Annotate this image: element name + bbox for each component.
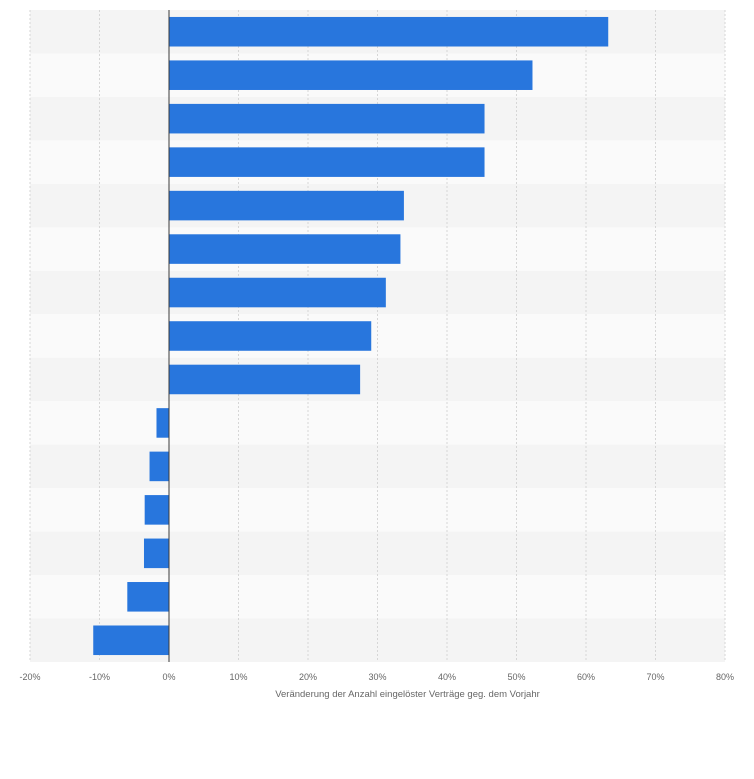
x-axis-title: Veränderung der Anzahl eingelöster Vertr… bbox=[275, 689, 540, 700]
bar[interactable] bbox=[169, 103, 485, 134]
bar[interactable] bbox=[144, 495, 169, 525]
bar[interactable] bbox=[149, 451, 169, 482]
x-tick-label: 10% bbox=[229, 672, 247, 682]
x-tick-label: -20% bbox=[19, 672, 40, 682]
x-tick-label: 70% bbox=[646, 672, 664, 682]
bar[interactable] bbox=[93, 625, 169, 656]
bar[interactable] bbox=[169, 321, 372, 351]
bar[interactable] bbox=[169, 16, 609, 47]
x-tick-label: -10% bbox=[89, 672, 110, 682]
bar[interactable] bbox=[143, 538, 169, 569]
x-tick-label: 50% bbox=[507, 672, 525, 682]
x-tick-label: 30% bbox=[368, 672, 386, 682]
bar[interactable] bbox=[156, 408, 169, 438]
bar[interactable] bbox=[169, 190, 404, 221]
x-tick-label: 20% bbox=[299, 672, 317, 682]
x-axis-ticks: -20% -10% 0% 10% 20% 30% 40% 50% 60% 70% 80% bbox=[19, 672, 734, 682]
bar[interactable] bbox=[169, 60, 533, 90]
bar[interactable] bbox=[169, 364, 361, 395]
x-tick-label: 40% bbox=[438, 672, 456, 682]
x-tick-label: 0% bbox=[162, 672, 175, 682]
bars bbox=[93, 16, 609, 656]
bar[interactable] bbox=[127, 582, 169, 612]
bar[interactable] bbox=[169, 234, 401, 264]
bar[interactable] bbox=[169, 277, 386, 308]
x-tick-label: 60% bbox=[577, 672, 595, 682]
bar[interactable] bbox=[169, 147, 485, 177]
x-tick-label: 80% bbox=[716, 672, 734, 682]
